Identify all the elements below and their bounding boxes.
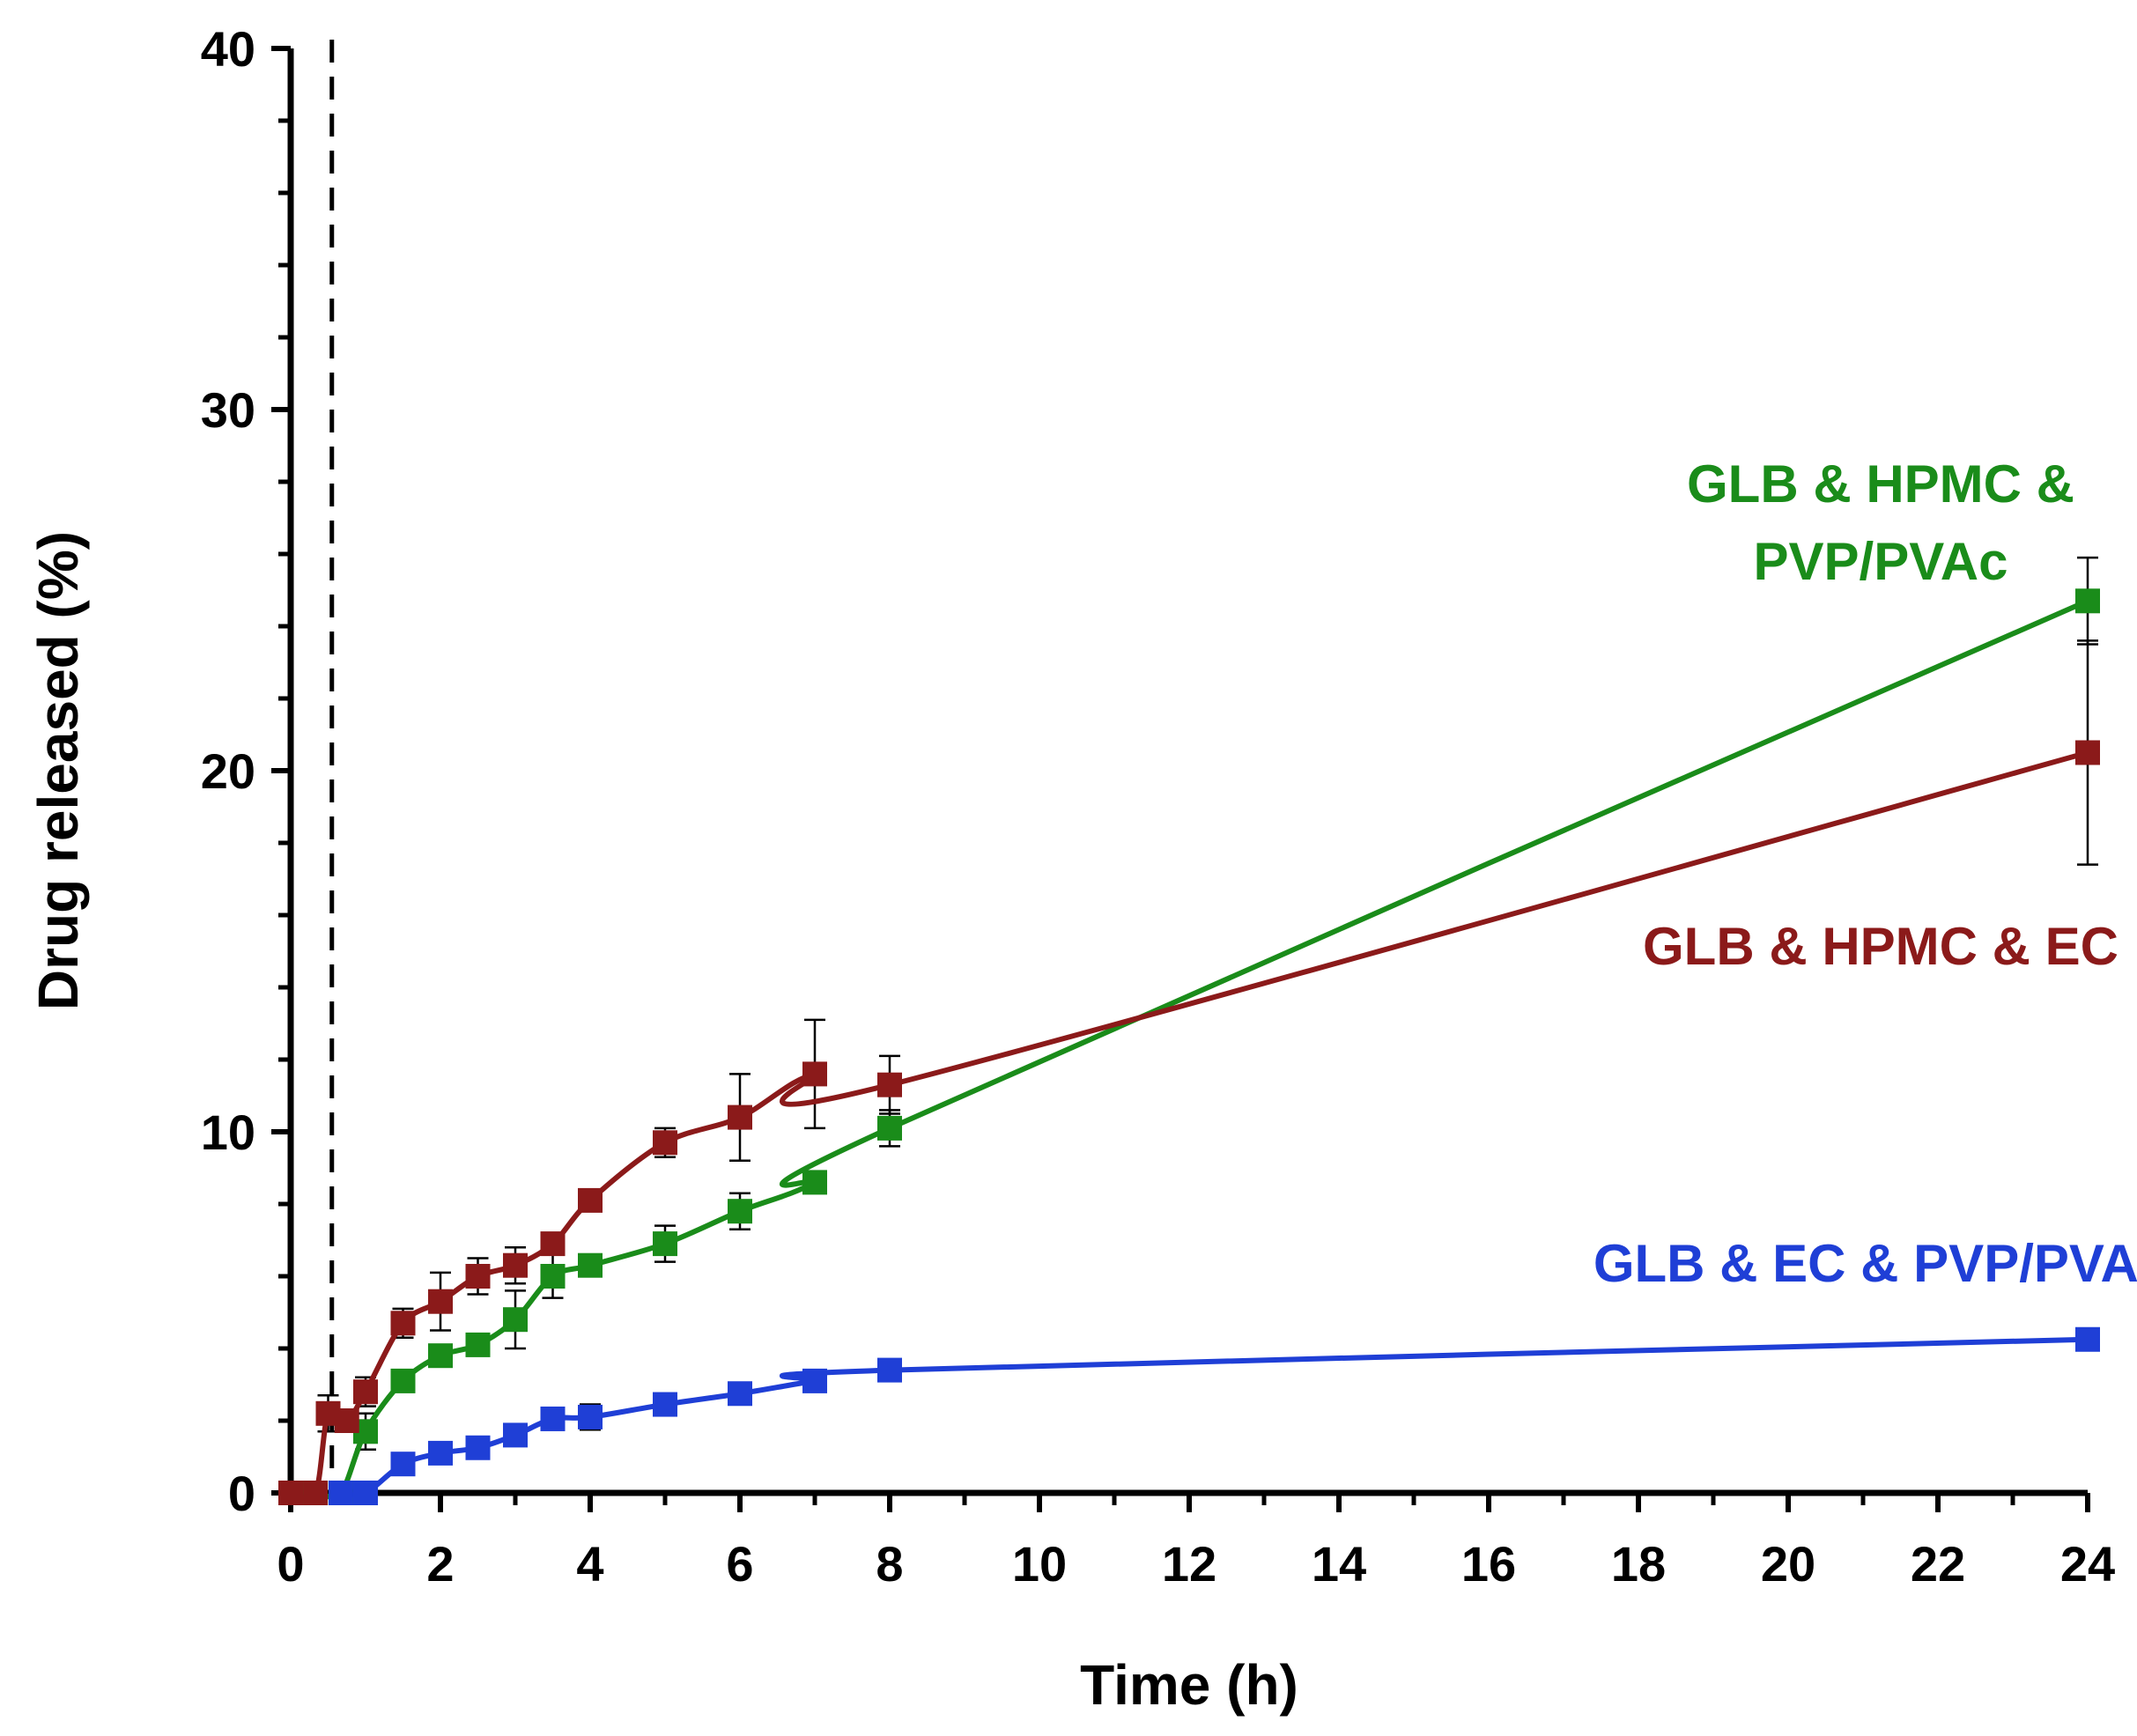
data-point	[578, 1187, 603, 1213]
y-tick-label: 30	[201, 382, 255, 438]
series-label-line: GLB & HPMC & EC	[1643, 917, 2119, 976]
x-tick-label: 20	[1761, 1536, 1815, 1592]
data-point	[328, 1481, 353, 1505]
x-tick-label: 8	[876, 1536, 903, 1592]
series-line	[340, 1336, 2089, 1498]
data-point	[2075, 1326, 2100, 1352]
data-point	[578, 1252, 603, 1278]
x-tick-label: 22	[1911, 1536, 1965, 1592]
x-tick-label: 4	[576, 1536, 603, 1592]
data-point	[428, 1289, 453, 1314]
series-labels: GLB & HPMC & PVP/PVAc GLB & HPMC & EC GLB &…	[1594, 454, 2137, 1293]
series-label-line: PVP/PVAc	[1753, 532, 2008, 591]
series-group	[278, 556, 2100, 1505]
series-label-2: GLB & HPMC & EC	[1643, 917, 2119, 976]
series-line	[290, 750, 2089, 1502]
y-tick-label: 20	[201, 743, 255, 799]
x-tick-label: 10	[1012, 1536, 1067, 1592]
data-point	[653, 1130, 677, 1156]
x-tick-label: 12	[1162, 1536, 1216, 1592]
data-point	[303, 1481, 329, 1505]
series-label-3: GLB & EC & PVP/PVAc	[1594, 1234, 2137, 1293]
x-axis-title: Time (h)	[1080, 1653, 1298, 1717]
y-tick-label: 10	[201, 1104, 255, 1160]
data-point	[653, 1392, 677, 1417]
series-label-line: GLB & HPMC &	[1687, 454, 2074, 513]
data-point	[428, 1343, 453, 1369]
series-label-1: GLB & HPMC & PVP/PVAc	[1687, 454, 2074, 591]
x-tick-label: 2	[426, 1536, 454, 1592]
data-point	[353, 1481, 378, 1505]
series-label-line: GLB & EC & PVP/PVAc	[1594, 1234, 2137, 1293]
data-point	[428, 1440, 453, 1466]
x-tick-label: 0	[277, 1536, 304, 1592]
x-tick-label: 16	[1461, 1536, 1516, 1592]
data-point	[540, 1231, 566, 1257]
data-point	[503, 1252, 528, 1278]
data-point	[653, 1231, 677, 1257]
y-axis-title: Drug released (%)	[26, 531, 90, 1010]
data-point	[503, 1307, 528, 1333]
data-point	[728, 1381, 752, 1407]
x-tick-label: 18	[1611, 1536, 1666, 1592]
data-point	[540, 1406, 566, 1431]
data-point	[353, 1379, 378, 1405]
series-3	[328, 1326, 2100, 1505]
data-point	[802, 1170, 827, 1195]
data-point	[802, 1368, 827, 1393]
data-point	[465, 1264, 491, 1289]
data-point	[728, 1104, 752, 1130]
y-tick-label: 40	[201, 21, 255, 77]
data-point	[2075, 588, 2100, 614]
data-point	[2075, 740, 2100, 765]
series-2	[278, 639, 2100, 1505]
data-point	[802, 1061, 827, 1087]
x-tick-label: 24	[2060, 1536, 2115, 1592]
data-point	[465, 1332, 491, 1357]
data-point	[877, 1357, 902, 1383]
data-point	[877, 1072, 902, 1097]
data-point	[578, 1404, 603, 1429]
data-point	[278, 1481, 303, 1505]
x-tick-label: 14	[1312, 1536, 1366, 1592]
data-point	[390, 1452, 416, 1477]
data-point	[390, 1368, 416, 1393]
y-tick-label: 0	[228, 1466, 255, 1521]
x-tick-label: 6	[726, 1536, 753, 1592]
data-point	[728, 1199, 752, 1224]
data-point	[540, 1264, 566, 1289]
data-point	[877, 1115, 902, 1141]
data-point	[390, 1311, 416, 1336]
data-point	[334, 1408, 359, 1433]
data-point	[465, 1435, 491, 1460]
data-point	[503, 1422, 528, 1448]
